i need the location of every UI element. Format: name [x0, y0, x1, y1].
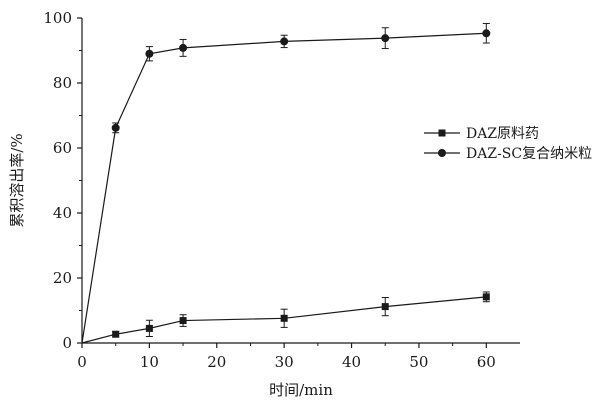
series-2	[81, 23, 491, 344]
plot-area	[81, 23, 491, 344]
series-line	[81, 32, 487, 344]
x-tick-label: 30	[275, 353, 294, 371]
data-point	[145, 324, 153, 332]
x-tick-label: 40	[342, 353, 361, 371]
data-point	[482, 29, 491, 38]
legend-label: DAZ原料药	[466, 126, 539, 142]
data-point	[111, 123, 120, 132]
data-point	[381, 303, 389, 311]
x-tick-label: 60	[477, 353, 496, 371]
legend: DAZ原料药 DAZ-SC复合纳米粒	[424, 126, 592, 162]
data-point	[381, 34, 390, 43]
data-point	[280, 314, 288, 322]
x-tick-label: 20	[207, 353, 226, 371]
x-tick-label: 10	[140, 353, 159, 371]
legend-marker	[438, 129, 446, 137]
data-point	[145, 49, 154, 58]
y-tick-label: 20	[53, 269, 72, 287]
series-1	[81, 291, 490, 344]
ticks: 0 10 20 30 40 50 60 0 20 40 60 80 100	[43, 9, 495, 371]
data-point	[112, 330, 120, 338]
data-point	[482, 293, 490, 301]
y-tick-label: 40	[53, 204, 72, 222]
y-tick-label: 80	[53, 74, 72, 92]
x-tick-label: 50	[409, 353, 428, 371]
y-axis-title: 累积溶出率/%	[8, 133, 26, 227]
x-axis-title: 时间/min	[269, 381, 333, 399]
data-point	[179, 43, 188, 52]
axes	[81, 18, 520, 344]
y-tick-label: 100	[43, 9, 72, 27]
legend-label: DAZ-SC复合纳米粒	[466, 145, 592, 162]
legend-marker	[438, 149, 446, 157]
data-point	[179, 317, 187, 325]
y-tick-label: 60	[53, 139, 72, 157]
x-tick-label: 0	[77, 353, 87, 371]
data-point	[280, 37, 289, 46]
y-tick-label: 0	[62, 334, 72, 352]
